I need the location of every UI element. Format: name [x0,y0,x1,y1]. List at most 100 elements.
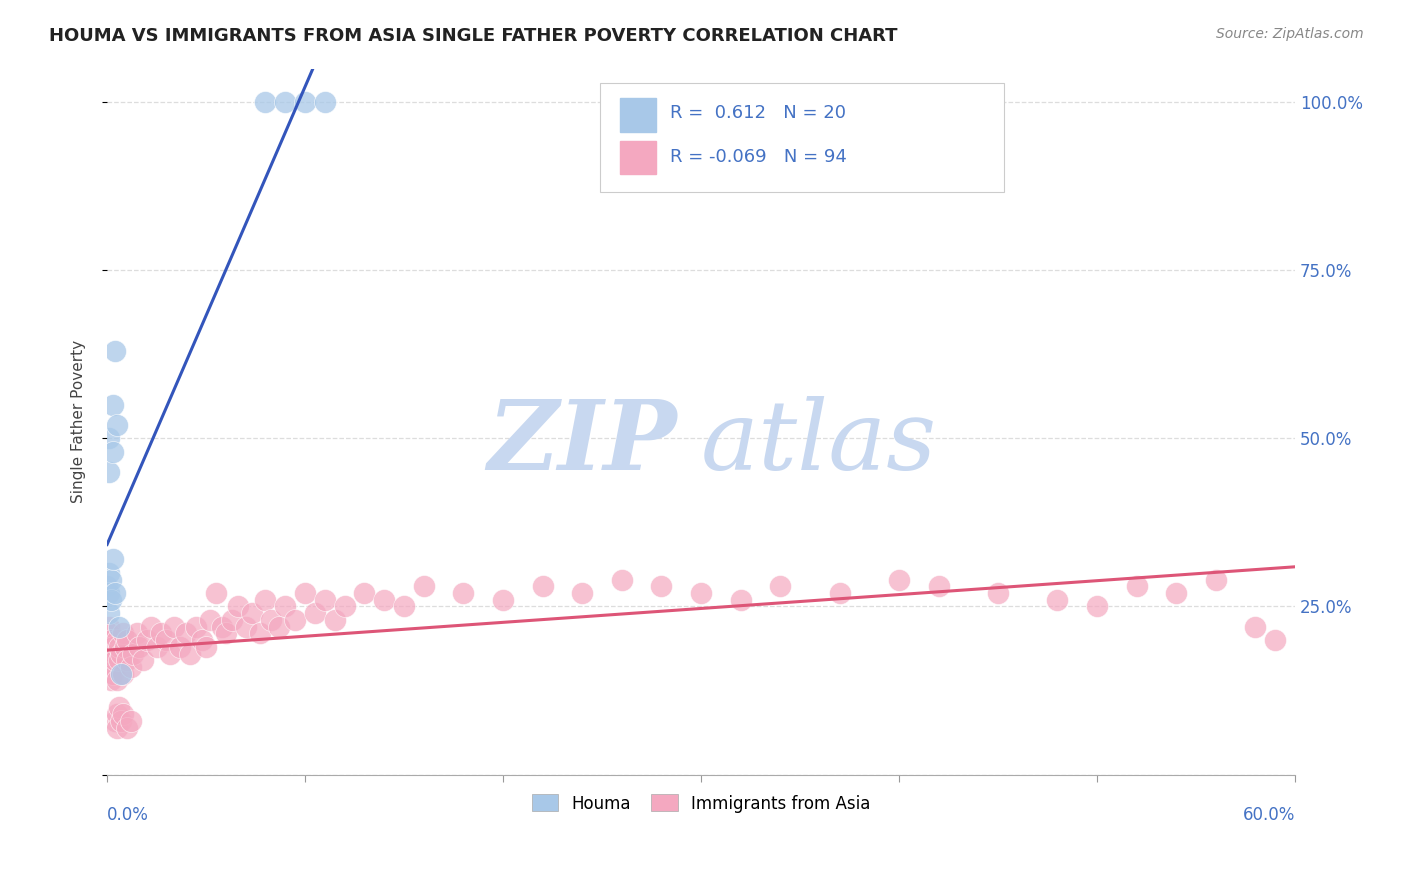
Point [610,573,633,587]
Point [111,666,134,681]
Point [333,599,356,614]
Point [769,579,792,593]
Point [110,714,132,728]
Point [105,633,128,648]
Point [115,653,138,667]
Point [221,613,243,627]
Point [101,666,124,681]
Point [453,586,475,600]
Point [98,640,121,654]
Point [1205,573,1227,587]
Text: Source: ZipAtlas.com: Source: ZipAtlas.com [1216,27,1364,41]
Point [104,653,127,667]
Point [145,640,167,654]
Point [125,626,148,640]
Point [100,647,122,661]
Point [492,592,515,607]
Point [100,573,122,587]
Point [294,95,316,110]
Point [98,566,121,580]
Point [121,647,143,661]
Point [98,586,121,600]
Point [240,606,263,620]
Y-axis label: Single Father Poverty: Single Father Poverty [72,340,86,503]
Point [1244,620,1267,634]
Point [284,613,307,627]
Point [120,714,142,728]
Point [98,465,121,479]
Point [412,579,434,593]
Point [373,592,395,607]
Point [96,647,118,661]
Point [294,586,316,600]
Point [139,620,162,634]
Text: R = -0.069   N = 94: R = -0.069 N = 94 [671,148,846,166]
Point [260,613,283,627]
Point [111,707,134,722]
Point [235,620,257,634]
Point [98,620,121,634]
Point [104,343,127,358]
Point [110,647,132,661]
Point [114,640,136,654]
Point [650,579,672,593]
Bar [620,141,657,175]
FancyBboxPatch shape [600,83,1004,192]
Point [101,552,124,566]
Point [101,640,124,654]
Point [269,620,291,634]
Point [100,633,122,648]
Point [1264,633,1286,648]
Point [531,579,554,593]
Point [314,95,336,110]
Text: R =  0.612   N = 20: R = 0.612 N = 20 [671,104,846,122]
Legend: Houma, Immigrants from Asia: Houma, Immigrants from Asia [524,788,877,819]
Bar [620,98,657,132]
Point [105,673,128,688]
Point [135,633,157,648]
Point [179,647,201,661]
Point [191,633,214,648]
Point [120,660,142,674]
Point [198,613,221,627]
Point [274,95,297,110]
Point [96,633,118,648]
Point [101,660,124,674]
Point [226,599,249,614]
Point [98,666,121,681]
Point [108,700,131,714]
Text: HOUMA VS IMMIGRANTS FROM ASIA SINGLE FATHER POVERTY CORRELATION CHART: HOUMA VS IMMIGRANTS FROM ASIA SINGLE FAT… [49,27,897,45]
Point [111,626,134,640]
Point [392,599,415,614]
Point [100,592,122,607]
Point [186,620,208,634]
Point [104,714,127,728]
Point [215,626,238,640]
Text: 0.0%: 0.0% [107,806,149,824]
Point [104,647,127,661]
Text: atlas: atlas [702,396,938,490]
Point [195,640,218,654]
Point [304,606,326,620]
Point [96,579,118,593]
Point [108,640,131,654]
Point [101,445,124,459]
Point [149,626,172,640]
Point [353,586,375,600]
Point [571,586,593,600]
Point [108,653,131,667]
Point [132,653,155,667]
Point [690,586,713,600]
Point [730,592,752,607]
Point [98,431,121,445]
Point [163,620,186,634]
Point [98,606,121,620]
Point [115,633,138,648]
Point [249,626,271,640]
Point [323,613,346,627]
Point [928,579,950,593]
Text: 60.0%: 60.0% [1243,806,1295,824]
Point [108,620,131,634]
Point [115,721,138,735]
Point [105,721,128,735]
